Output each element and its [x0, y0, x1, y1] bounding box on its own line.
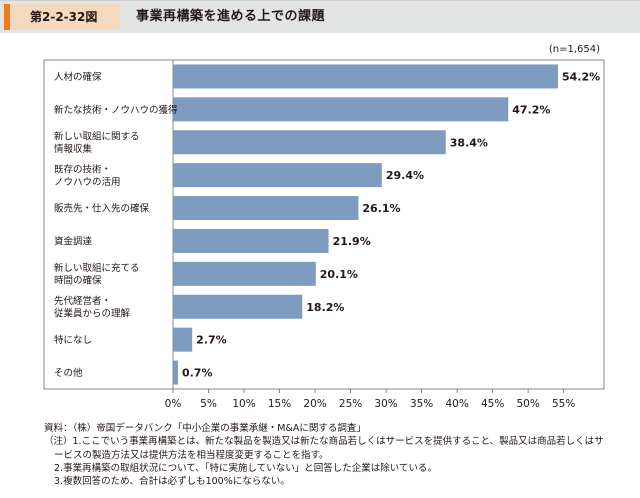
x-tick-label: 45% — [481, 398, 504, 410]
category-label: 販売先・仕入先の確保 — [54, 203, 150, 215]
category-label-line: 従業員からの理解 — [54, 308, 131, 320]
bar — [173, 261, 316, 286]
x-tick-label: 35% — [410, 398, 433, 410]
value-label: 54.2% — [562, 70, 600, 83]
value-label: 0.7% — [182, 367, 213, 380]
x-tick-label: 20% — [303, 398, 326, 410]
figure-header: 第2-2-32図 事業再構築を進める上での課題 — [0, 0, 640, 33]
category-label: 新しい取組に関する情報収集 — [54, 131, 140, 156]
plot-frame — [43, 59, 605, 390]
value-label: 47.2% — [512, 103, 550, 116]
bar — [173, 97, 509, 122]
bar — [173, 130, 446, 155]
category-label: 人材の確保 — [54, 71, 102, 83]
value-label: 26.1% — [362, 202, 400, 215]
bar — [173, 327, 193, 352]
bar — [173, 163, 382, 188]
category-label: 特になし — [54, 334, 92, 346]
bar — [173, 196, 359, 221]
bar — [173, 228, 329, 253]
category-label-line: 人材の確保 — [54, 71, 102, 83]
source-note: 資料：（株）帝国データバンク「中小企業の事業承継・M&Aに関する調査」 — [44, 423, 366, 434]
figure-number: 第2-2-32図 — [4, 4, 120, 30]
category-label-line: 新しい取組に充てる — [54, 262, 140, 274]
note-1: （注）1.ここでいう事業再構築とは、新たな製品を製造又は新たな商品若しくはサービ… — [44, 436, 604, 448]
category-label-line: 資金調達 — [54, 235, 93, 247]
chart-notes: 資料：（株）帝国データバンク「中小企業の事業承継・M&Aに関する調査」 （注）1… — [44, 422, 634, 488]
x-tick-label: 5% — [200, 398, 217, 410]
value-label: 38.4% — [450, 136, 488, 149]
category-label: 既存の技術・ノウハウの活用 — [54, 163, 121, 188]
category-label-line: 新しい取組に関する — [54, 131, 140, 143]
x-tick-label: 25% — [339, 398, 362, 410]
category-label: その他 — [54, 367, 83, 379]
value-label: 21.9% — [333, 235, 371, 248]
category-label: 資金調達 — [54, 235, 93, 247]
sample-size-note: (n=1,654) — [549, 44, 600, 55]
category-label-line: 販売先・仕入先の確保 — [54, 203, 150, 215]
x-tick-label: 40% — [445, 398, 468, 410]
value-label: 18.2% — [306, 301, 344, 314]
category-label: 新たな技術・ノウハウの獲得 — [54, 104, 178, 116]
category-label-line: 既存の技術・ — [54, 163, 111, 175]
value-label: 29.4% — [386, 169, 424, 182]
x-tick-label: 50% — [516, 398, 539, 410]
category-label-line: 新たな技術・ノウハウの獲得 — [54, 104, 178, 116]
category-label: 先代経営者・従業員からの理解 — [54, 295, 131, 320]
x-tick-label: 30% — [374, 398, 397, 410]
category-label-line: 時間の確保 — [54, 275, 102, 287]
x-tick-label: 0% — [165, 398, 182, 410]
category-label: 新しい取組に充てる時間の確保 — [54, 262, 140, 287]
x-tick-label: 15% — [268, 398, 291, 410]
category-label-line: 特になし — [54, 334, 92, 346]
bar — [173, 360, 178, 385]
x-tick-label: 10% — [232, 398, 255, 410]
category-label-line: 先代経営者・ — [54, 295, 111, 307]
bar-chart: (n=1,654) 54.2% 人材の確保 47.2% 新たな技術・ノウハウの獲得 38… — [43, 44, 605, 410]
value-label: 20.1% — [320, 268, 358, 281]
note-2: 2.事業再構築の取組状況について、「特に実施していない」と回答した企業は除いてい… — [54, 462, 437, 474]
value-label: 2.7% — [196, 334, 227, 347]
category-label-line: ノウハウの活用 — [54, 176, 121, 188]
x-tick-label: 55% — [552, 398, 575, 410]
category-label-line: その他 — [54, 367, 83, 379]
bar — [173, 64, 558, 89]
category-label-line: 情報収集 — [54, 143, 93, 155]
bar — [173, 294, 303, 319]
note-3: 3.複数回答のため、合計は必ずしも100%にならない。 — [54, 476, 290, 488]
figure-title: 事業再構築を進める上での課題 — [136, 9, 326, 24]
note-1-continued: ービスの製造方法又は提供方法を相当程度変更することを指す。 — [54, 449, 329, 461]
